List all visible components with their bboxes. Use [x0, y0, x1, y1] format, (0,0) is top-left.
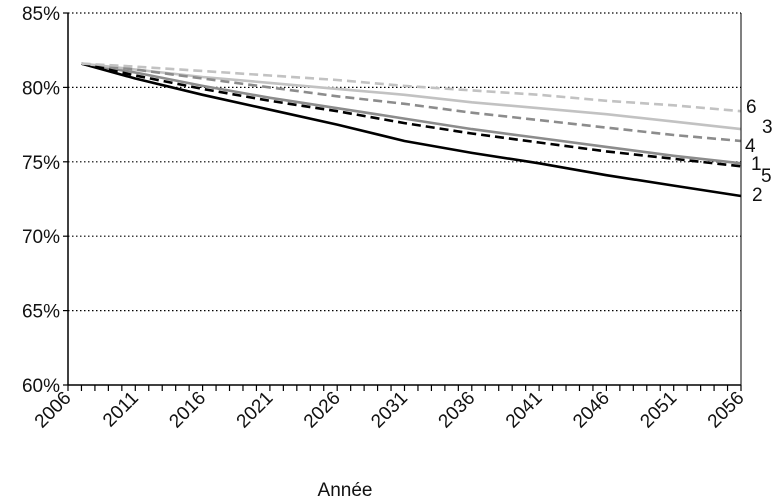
series-tag-1: 1 [751, 154, 762, 175]
x-tick-label: 2011 [99, 388, 143, 432]
x-tick-labels: 2006 2011 2016 2021 2026 2031 2036 2041 2046 2051… [31, 388, 749, 433]
series-tag-6: 6 [746, 97, 757, 118]
x-tick-label: 2026 [300, 388, 345, 433]
series-tags: 1 2 345 6 [745, 97, 773, 206]
axes [63, 12, 742, 391]
x-axis-title: Année [318, 480, 373, 500]
x-tick-label: 2031 [367, 388, 412, 433]
y-tick-label: 85% [22, 4, 60, 25]
x-tick-label: 2041 [502, 388, 547, 433]
x-tick-label: 2046 [569, 388, 614, 433]
x-tick-label: 2051 [636, 388, 681, 433]
y-tick-label: 75% [22, 153, 60, 174]
y-tick-labels: 60% 65% 70% 75% 80% 85% [22, 4, 60, 397]
x-tick-label: 2021 [233, 388, 278, 433]
y-tick-label: 65% [22, 302, 60, 323]
y-tick-label: 60% [22, 376, 60, 397]
series-tag-3: 3 [762, 117, 773, 138]
series-lines [81, 62, 742, 198]
series-line-5 [81, 62, 742, 168]
gridlines [68, 12, 741, 312]
series-line-1 [81, 62, 742, 165]
y-tick-label: 70% [22, 227, 60, 248]
series-tag-2: 2 [752, 185, 763, 206]
x-tick-label: 2016 [165, 388, 210, 433]
x-tick-label: 2056 [704, 388, 749, 433]
x-tick-label: 2036 [435, 388, 480, 433]
series-line-6 [81, 62, 742, 113]
series-line-4 [81, 62, 742, 143]
series-line-2 [81, 62, 742, 198]
series-tag-5: 5 [761, 166, 772, 187]
series-tag-4: 4 [745, 136, 756, 157]
y-tick-label: 80% [22, 78, 60, 99]
